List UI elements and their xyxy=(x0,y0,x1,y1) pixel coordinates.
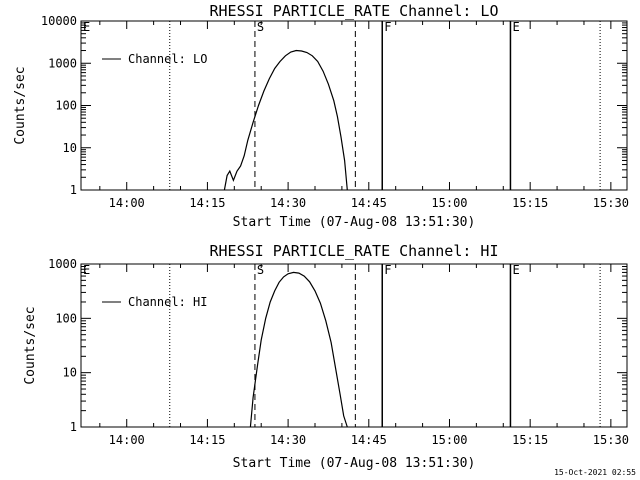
x-tick-label-lo: 14:15 xyxy=(189,196,225,210)
x-tick-label-lo: 14:45 xyxy=(351,196,387,210)
x-axis-label-lo: Start Time (07-Aug-08 13:51:30) xyxy=(233,215,476,230)
y-axis-label-hi: Counts/sec xyxy=(23,306,38,384)
event-marker-label-hi: F xyxy=(384,263,391,277)
legend-label-lo: Channel: LO xyxy=(128,52,207,66)
series-line-lo xyxy=(223,49,348,191)
y-tick-label-hi: 1 xyxy=(70,420,77,434)
legend-label-hi: Channel: HI xyxy=(128,295,207,309)
plot-frame-lo xyxy=(80,20,628,191)
x-tick-label-hi: 14:15 xyxy=(189,433,225,447)
x-tick-label-hi: 14:45 xyxy=(351,433,387,447)
chart-title-hi: RHESSI PARTICLE_RATE Channel: HI xyxy=(210,242,499,260)
x-tick-label-lo: 14:30 xyxy=(270,196,306,210)
x-tick-label-lo: 15:00 xyxy=(431,196,467,210)
x-tick-label-hi: 14:30 xyxy=(270,433,306,447)
x-tick-label-hi: 14:00 xyxy=(109,433,145,447)
y-tick-label-lo: 100 xyxy=(55,99,77,113)
x-tick-label-lo: 15:15 xyxy=(512,196,548,210)
x-axis-label-hi: Start Time (07-Aug-08 13:51:30) xyxy=(233,456,476,471)
event-marker-label-hi: S xyxy=(257,263,264,277)
x-tick-label-lo: 14:00 xyxy=(109,196,145,210)
y-tick-label-lo: 10 xyxy=(63,141,77,155)
y-tick-label-lo: 1000 xyxy=(48,56,77,70)
event-marker-label-lo: E xyxy=(512,20,519,34)
y-tick-label-hi: 10 xyxy=(63,366,77,380)
y-tick-label-hi: 100 xyxy=(55,311,77,325)
event-marker-label-hi: E xyxy=(512,263,519,277)
x-tick-label-hi: 15:15 xyxy=(512,433,548,447)
event-marker-label-lo: F xyxy=(384,20,391,34)
y-tick-label-lo: 1 xyxy=(70,183,77,197)
x-tick-label-hi: 15:30 xyxy=(593,433,629,447)
event-marker-label-lo: E xyxy=(83,20,90,34)
y-tick-label-lo: 10000 xyxy=(41,14,77,28)
plot-frame-hi xyxy=(80,263,628,428)
event-marker-label-hi: E xyxy=(83,263,90,277)
chart-title-lo: RHESSI PARTICLE_RATE Channel: LO xyxy=(210,2,499,20)
y-tick-label-hi: 1000 xyxy=(48,257,77,271)
event-marker-label-lo: S xyxy=(257,20,264,34)
y-axis-label-lo: Counts/sec xyxy=(13,66,28,144)
series-line-hi xyxy=(249,271,348,428)
x-tick-label-hi: 15:00 xyxy=(431,433,467,447)
x-tick-label-lo: 15:30 xyxy=(593,196,629,210)
